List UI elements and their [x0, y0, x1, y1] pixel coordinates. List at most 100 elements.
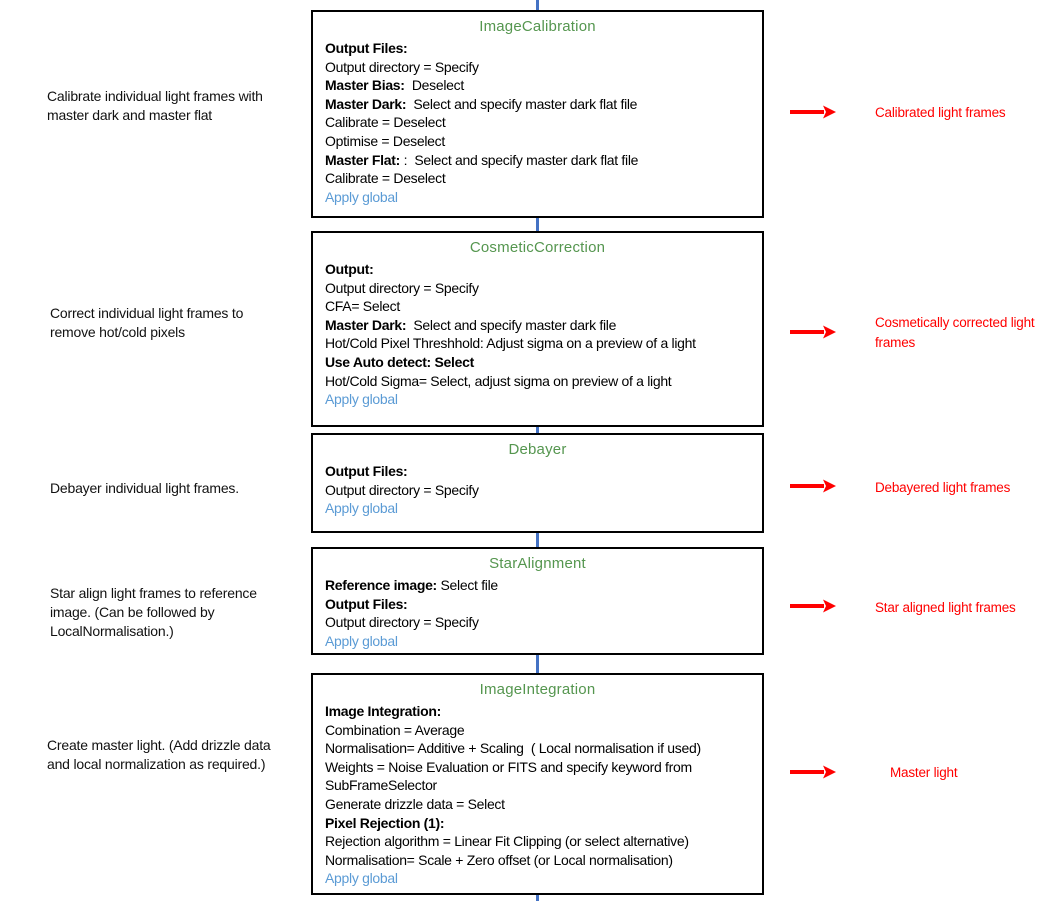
output-label-3: Debayered light frames: [875, 480, 1011, 495]
box-text-segment: Output:: [325, 261, 374, 277]
box-text-segment: Select and specify master dark flat file: [406, 95, 638, 112]
box-line: Weights = Noise Evaluation or FITS and s…: [325, 758, 750, 777]
box-line: Output Files:: [325, 462, 750, 481]
box-line: Normalisation= Additive + Scaling ( Loca…: [325, 739, 750, 758]
box-line: Hot/Cold Pixel Threshhold: Adjust sigma …: [325, 334, 750, 353]
box-text-segment: Generate drizzle data = Select: [325, 795, 505, 812]
step-description-4: Star align light frames to reference ima…: [50, 585, 257, 639]
box-line: Apply global: [325, 499, 750, 518]
box-line: Output Files:: [325, 595, 750, 614]
box-text-segment: Output Files:: [325, 463, 408, 479]
box-text-segment: Deselect: [404, 77, 464, 94]
output-label-1: Calibrated light frames: [875, 105, 1006, 120]
box-text-segment: SubFrameSelector: [325, 777, 437, 794]
box-line: Combination = Average: [325, 721, 750, 740]
box-line: Master Dark: Select and specify master d…: [325, 95, 750, 114]
box-line: Use Auto detect: Select: [325, 353, 750, 372]
red-arrow-right-icon: [790, 599, 836, 613]
output-label-2: Cosmetically corrected light frames: [875, 315, 1035, 350]
box-line: Apply global: [325, 390, 750, 409]
flow-connector-line: [536, 895, 539, 901]
step-description-3: Debayer individual light frames.: [50, 480, 239, 496]
red-arrow-right-icon: [790, 105, 836, 119]
box-line: SubFrameSelector: [325, 776, 750, 795]
flow-connector-line: [536, 218, 539, 231]
box-text-segment: Use Auto detect: Select: [325, 353, 474, 370]
box-text-segment: Output Files:: [325, 40, 408, 56]
box-text-segment: Output directory = Specify: [325, 279, 479, 296]
box-text-segment: Select and specify master dark file: [406, 316, 617, 333]
box-text-segment: Master Dark:: [325, 95, 407, 112]
box-text-segment: Reference image:: [325, 577, 437, 593]
process-title: ImageCalibration: [479, 18, 596, 35]
apply-global-link: Apply global: [325, 188, 398, 205]
apply-global-link: Apply global: [325, 870, 398, 887]
box-text-segment: Hot/Cold Pixel Threshhold: Adjust sigma …: [325, 335, 696, 352]
box-line: Rejection algorithm = Linear Fit Clippin…: [325, 832, 750, 851]
process-box-imagecalibration: ImageCalibration Output Files: Output dire…: [311, 10, 764, 218]
box-line: Calibrate = Deselect: [325, 169, 750, 188]
box-text-segment: Output directory = Specify: [325, 481, 479, 498]
box-line: Master Dark: Select and specify master d…: [325, 316, 750, 335]
process-box-imageintegration: ImageIntegration Image Integration: Combin…: [311, 673, 764, 895]
box-line: Calibrate = Deselect: [325, 113, 750, 132]
box-line: Apply global: [325, 188, 750, 207]
box-line: Optimise = Deselect: [325, 132, 750, 151]
box-line: Output directory = Specify: [325, 58, 750, 77]
output-label-4: Star aligned light frames: [875, 600, 1016, 615]
box-text-segment: Image Integration:: [325, 703, 441, 719]
box-text-segment: Combination = Average: [325, 721, 465, 738]
box-text-segment: Weights = Noise Evaluation or FITS and s…: [325, 758, 692, 775]
box-text-segment: Normalisation= Scale + Zero offset (or L…: [325, 851, 673, 868]
box-text-segment: Calibrate = Deselect: [325, 170, 446, 187]
process-box-debayer: Debayer Output Files: Output directory = S…: [311, 433, 764, 533]
box-line: Output directory = Specify: [325, 613, 750, 632]
box-text-segment: Output directory = Specify: [325, 58, 479, 75]
box-text-segment: Pixel Rejection (1):: [325, 814, 445, 831]
flow-connector-line: [536, 0, 539, 10]
process-box-cosmeticcorrection: CosmeticCorrection Output: Output director…: [311, 231, 764, 427]
box-text-segment: Master Flat:: [325, 151, 400, 168]
box-line: Hot/Cold Sigma= Select, adjust sigma on …: [325, 372, 750, 391]
box-text-segment: Rejection algorithm = Linear Fit Clippin…: [325, 833, 689, 850]
box-line: Generate drizzle data = Select: [325, 795, 750, 814]
step-description-5: Create master light. (Add drizzle data a…: [47, 737, 271, 772]
box-line: Apply global: [325, 632, 750, 651]
apply-global-link: Apply global: [325, 632, 398, 649]
process-box-staralignment: StarAlignment Reference image: Select fil…: [311, 547, 764, 655]
box-text-segment: Output Files:: [325, 595, 408, 612]
red-arrow-right-icon: [790, 325, 836, 339]
box-line: Output directory = Specify: [325, 279, 750, 298]
box-text-segment: Select file: [436, 577, 499, 593]
process-title: Debayer: [508, 441, 567, 458]
step-description-1: Calibrate individual light frames with m…: [47, 88, 263, 123]
box-text-segment: Master Bias:: [325, 77, 405, 94]
flow-connector-line: [536, 533, 539, 547]
red-arrow-right-icon: [790, 765, 836, 779]
box-line: Normalisation= Scale + Zero offset (or L…: [325, 851, 750, 870]
box-text-segment: Optimise = Deselect: [325, 132, 445, 149]
box-line: Pixel Rejection (1):: [325, 814, 750, 833]
box-text-segment: Master Dark:: [325, 316, 407, 333]
box-line: Output Files:: [325, 39, 750, 58]
box-line: CFA= Select: [325, 297, 750, 316]
box-text-segment: CFA= Select: [325, 298, 400, 315]
box-text-segment: Calibrate = Deselect: [325, 114, 446, 131]
process-title: ImageIntegration: [479, 681, 596, 698]
box-text-segment: Hot/Cold Sigma= Select, adjust sigma on …: [325, 372, 672, 389]
output-label-5: Master light: [890, 765, 958, 780]
box-text-segment: Normalisation= Additive + Scaling ( Loca…: [325, 740, 701, 757]
box-line: Image Integration:: [325, 702, 750, 721]
box-line: Master Flat: : Select and specify master…: [325, 151, 750, 170]
process-title: StarAlignment: [489, 555, 586, 572]
box-line: Reference image: Select file: [325, 576, 750, 595]
apply-global-link: Apply global: [325, 500, 398, 517]
box-line: Master Bias: Deselect: [325, 76, 750, 95]
process-title: CosmeticCorrection: [469, 239, 606, 256]
box-line: Apply global: [325, 869, 750, 888]
box-text-segment: : Select and specify master dark flat fi…: [399, 151, 639, 168]
box-line: Output directory = Specify: [325, 481, 750, 500]
flow-connector-line: [536, 427, 539, 433]
red-arrow-right-icon: [790, 479, 836, 493]
